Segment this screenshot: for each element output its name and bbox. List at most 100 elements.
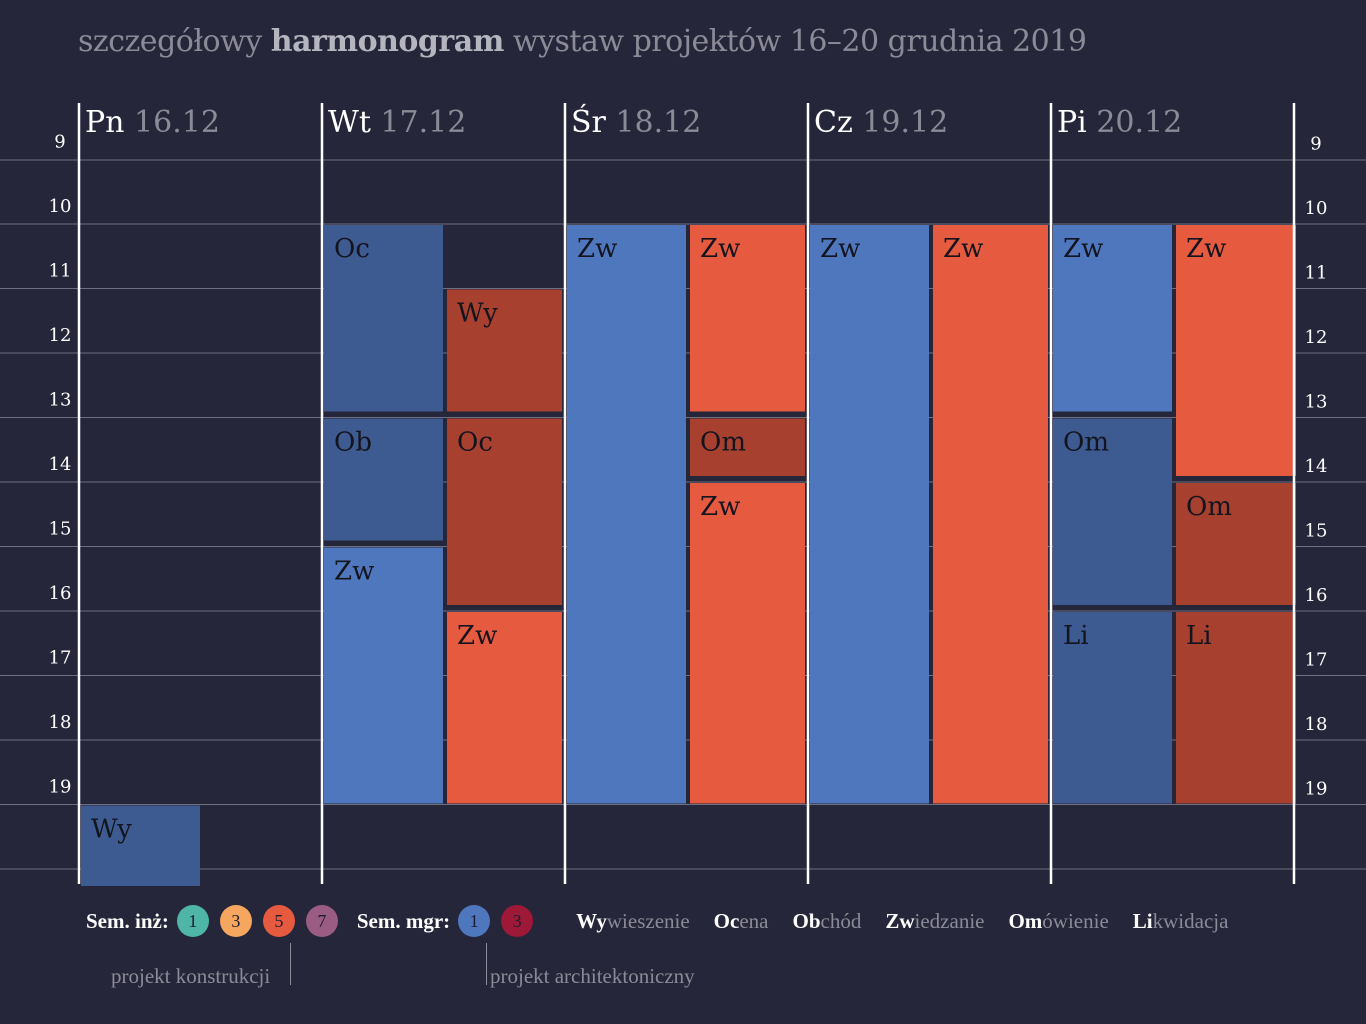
event-block [690, 225, 805, 412]
event-label: Ob [334, 428, 372, 458]
hour-label-left: 13 [49, 390, 72, 411]
event-label: Zw [577, 234, 617, 264]
abbreviation-item: Likwidacja [1133, 909, 1229, 934]
hour-label-right: 11 [1305, 263, 1328, 284]
hour-label-right: 16 [1305, 585, 1328, 606]
day-date: 20.12 [1087, 105, 1182, 140]
note-inz: projekt konstrukcji [111, 964, 271, 988]
event-label: Wy [457, 299, 498, 329]
note-inz-line [290, 943, 291, 985]
hour-label-left: 9 [54, 132, 65, 153]
hour-label-left: 19 [49, 777, 72, 798]
day-date: 17.12 [371, 105, 466, 140]
event-label: Om [1186, 492, 1232, 522]
day-name: Cz [814, 105, 853, 140]
event-label: Zw [1063, 234, 1103, 264]
event-block [447, 612, 562, 804]
day-name: Wt [328, 105, 371, 140]
event-block [324, 547, 443, 804]
abbreviation-rest: iedzanie [914, 908, 985, 933]
note-mgr-line [486, 943, 487, 985]
event-block [690, 418, 805, 476]
event-label: Om [1063, 428, 1109, 458]
event-label: Zw [943, 234, 983, 264]
event-label: Li [1186, 621, 1212, 651]
inz-semester-dot: 5 [262, 905, 295, 937]
event-block [567, 225, 686, 804]
event-label: Zw [1186, 234, 1226, 264]
day-name: Śr [571, 103, 607, 140]
abbreviation-item: Omówienie [1008, 909, 1108, 934]
event-block [1176, 483, 1296, 605]
title-post: wystaw projektów 16–20 grudnia 2019 [503, 24, 1087, 59]
event-block [324, 418, 443, 541]
inz-semester-dot: 7 [305, 905, 338, 937]
abbreviation-key: Oc [713, 908, 740, 933]
day-header: Wt 17.12 [328, 105, 466, 140]
event-label: Zw [700, 234, 740, 264]
legend-abbreviations: Wywieszenie Ocena Obchód Zwiedzanie Omówieni… [576, 909, 1252, 934]
hour-label-left: 11 [49, 261, 72, 282]
hour-label-right: 18 [1305, 714, 1328, 735]
mgr-semester-dot: 1 [458, 905, 491, 937]
event-label: Oc [457, 428, 493, 458]
hour-label-left: 16 [49, 583, 72, 604]
abbreviation-key: Zw [885, 908, 915, 933]
event-block [1053, 225, 1172, 412]
event-block [1053, 418, 1172, 605]
event-label: Om [700, 428, 746, 458]
event-label: Zw [457, 621, 497, 651]
event-block [1176, 612, 1296, 804]
inz-semester-dot: 3 [219, 905, 252, 937]
abbreviation-key: Om [1008, 908, 1043, 933]
event-label: Wy [91, 815, 132, 845]
hour-label-right: 19 [1305, 779, 1328, 800]
hour-label-left: 10 [49, 196, 72, 217]
day-date: 16.12 [125, 105, 220, 140]
event-block [1053, 612, 1172, 804]
abbreviation-rest: ówienie [1042, 908, 1109, 933]
day-header: Cz 19.12 [814, 105, 948, 140]
legend-inz-label: Sem. inż: [86, 908, 169, 933]
abbreviation-key: Li [1132, 908, 1153, 933]
inz-semester-dot: 1 [176, 905, 209, 937]
note-mgr: projekt architektoniczny [490, 964, 695, 988]
hour-label-right: 9 [1310, 134, 1321, 155]
hour-label-left: 17 [49, 648, 72, 669]
hour-label-right: 13 [1305, 392, 1328, 413]
event-block [690, 483, 805, 804]
event-block [447, 418, 562, 605]
abbreviation-item: Ocena [714, 909, 769, 934]
abbreviation-rest: ena [739, 908, 769, 933]
event-block [324, 225, 443, 412]
day-name: Pn [85, 105, 125, 140]
day-name: Pi [1057, 105, 1087, 140]
day-date: 19.12 [853, 105, 948, 140]
mgr-semester-dot: 3 [501, 905, 534, 937]
abbreviation-key: Wy [576, 908, 607, 933]
abbreviation-rest: kwidacja [1152, 908, 1229, 933]
hour-label-right: 14 [1305, 456, 1328, 477]
event-block [81, 805, 200, 886]
event-label: Oc [334, 234, 370, 264]
hour-label-left: 12 [49, 325, 72, 346]
abbreviation-item: Wywieszenie [576, 909, 690, 934]
event-label: Li [1063, 621, 1089, 651]
day-header: Pi 20.12 [1057, 105, 1182, 140]
event-block [1176, 225, 1296, 476]
title-bold: harmonogram [270, 24, 505, 59]
chart-title: szczegółowy harmonogram wystaw projektów… [78, 24, 1087, 59]
legend-mgr-label: Sem. mgr: [356, 908, 451, 933]
hour-label-right: 15 [1305, 521, 1328, 542]
abbreviation-rest: chód [820, 908, 862, 933]
abbreviation-rest: wieszenie [606, 908, 690, 933]
hour-label-right: 17 [1305, 650, 1328, 671]
hour-label-right: 10 [1305, 198, 1328, 219]
hour-label-right: 12 [1305, 327, 1328, 348]
hour-label-left: 18 [49, 712, 72, 733]
event-block [447, 289, 562, 412]
event-label: Zw [820, 234, 860, 264]
